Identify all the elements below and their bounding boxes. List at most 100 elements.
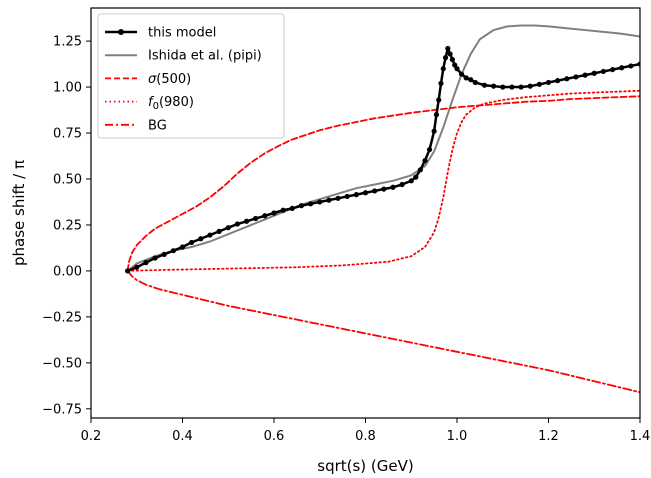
data-point (152, 255, 158, 261)
data-point (298, 203, 305, 209)
data-point (573, 74, 579, 80)
data-point (280, 207, 286, 213)
data-point (458, 71, 465, 77)
y-tick-label: 0.75 (53, 127, 82, 142)
data-point (225, 225, 231, 231)
x-tick-label: 0.6 (264, 429, 285, 444)
data-point (189, 239, 195, 246)
data-point (362, 190, 369, 196)
x-tick-label: 0.2 (81, 429, 102, 444)
data-point (216, 228, 222, 234)
x-axis: 0.2 0.4 0.6 0.8 1.0 1.2 1.4 (81, 418, 651, 444)
data-point (491, 83, 497, 89)
legend-entry: Ishida et al. (pipi) (148, 49, 262, 64)
series-line (126, 95, 640, 272)
data-point (308, 201, 314, 207)
x-tick-label: 0.8 (355, 429, 376, 444)
data-point (472, 79, 478, 86)
legend-entry: this model (148, 26, 216, 41)
data-point (170, 248, 176, 254)
data-point (353, 192, 359, 198)
data-point (438, 80, 444, 86)
data-point (518, 84, 524, 90)
data-point (433, 112, 440, 118)
data-point (426, 146, 433, 153)
legend-box (97, 13, 285, 139)
data-point (413, 174, 419, 180)
data-point (161, 251, 167, 257)
data-point (447, 51, 453, 57)
y-tick-label: 1.00 (53, 81, 82, 96)
data-point (468, 77, 474, 83)
y-axis: −0.75 −0.50 −0.25 0.00 0.25 0.50 0.75 1.00 1.25 (42, 35, 91, 417)
x-axis-label: sqrt(s) (GeV) (317, 457, 414, 475)
data-point (253, 215, 259, 222)
data-point (564, 76, 570, 82)
x-tick-label: 1.2 (538, 429, 559, 444)
data-point (536, 81, 542, 87)
data-point (445, 45, 451, 52)
y-tick-label: 0.00 (53, 264, 82, 279)
x-tick-label: 1.0 (447, 429, 468, 444)
series-line (126, 270, 640, 394)
data-point (372, 188, 378, 194)
data-point (609, 66, 616, 73)
data-point (390, 184, 396, 190)
plot-area (125, 24, 640, 394)
x-tick-label: 0.4 (172, 429, 193, 444)
data-point (545, 79, 552, 86)
legend-entry: BG (148, 118, 167, 133)
data-point (234, 221, 240, 227)
data-point (481, 82, 488, 88)
data-point (344, 193, 350, 200)
data-point (317, 199, 323, 205)
data-point (527, 83, 533, 89)
data-point (637, 61, 640, 67)
data-point (289, 205, 295, 212)
data-point (381, 186, 387, 192)
data-point (408, 178, 414, 184)
data-point (442, 55, 449, 61)
y-tick-label: −0.75 (42, 402, 82, 417)
data-point (125, 268, 131, 274)
legend-entry: f0(980) (148, 95, 194, 112)
data-point (582, 72, 588, 78)
y-axis-label: phase shift / π (10, 160, 28, 266)
data-point (619, 65, 625, 71)
data-point (600, 68, 607, 75)
data-point (243, 218, 250, 224)
legend-entry: σ(500) (148, 72, 191, 87)
data-point (440, 66, 446, 72)
legend: this model Ishida et al. (pipi) σ(500) f0(9… (97, 13, 285, 139)
data-point (463, 75, 469, 81)
y-tick-label: −0.25 (42, 310, 82, 325)
data-point (500, 84, 506, 90)
data-point (207, 232, 213, 238)
data-point (454, 66, 460, 72)
data-point (179, 244, 186, 250)
y-tick-label: 1.25 (53, 35, 82, 50)
data-point (509, 84, 515, 90)
data-point (628, 63, 634, 69)
y-tick-label: 0.25 (53, 218, 82, 233)
data-point (417, 167, 423, 173)
data-point (449, 56, 456, 63)
data-point (134, 264, 140, 270)
series-line (126, 89, 640, 272)
data-point (326, 197, 332, 203)
data-point (143, 260, 149, 266)
data-point (335, 195, 341, 201)
data-point (271, 210, 277, 216)
data-point (422, 158, 428, 164)
data-point (555, 78, 561, 84)
legend-marker (118, 29, 124, 35)
y-tick-label: −0.50 (42, 356, 82, 371)
data-point (436, 97, 442, 103)
data-point (431, 128, 437, 134)
y-tick-label: 0.50 (53, 172, 82, 187)
data-point (198, 236, 204, 242)
data-point (591, 70, 597, 76)
x-tick-label: 1.4 (630, 429, 651, 444)
data-point (399, 181, 405, 188)
